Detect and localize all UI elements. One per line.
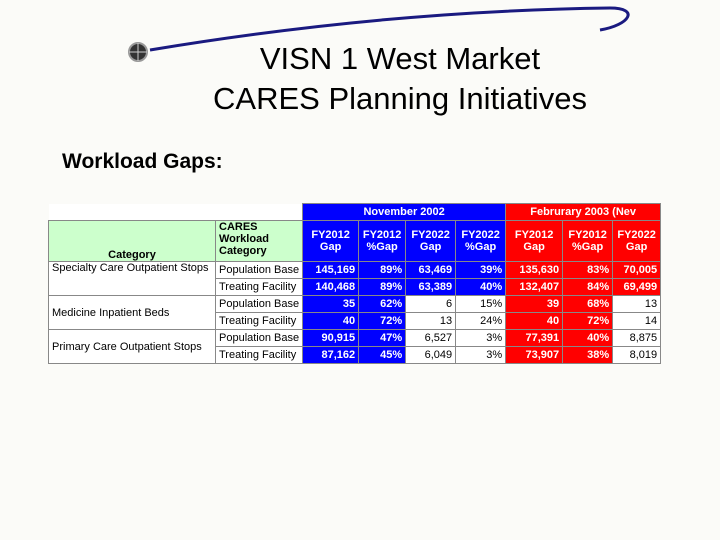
value-cell: 77,391 — [505, 329, 564, 347]
category-cell: Primary Care Outpatient Stops — [48, 329, 216, 364]
value-cell: 24% — [455, 312, 507, 330]
value-cell: 8,019 — [612, 346, 662, 364]
value-cell: 39% — [455, 261, 507, 279]
value-cell: 35 — [302, 295, 360, 313]
group-header: November 2002 — [302, 203, 507, 221]
value-cell: 62% — [358, 295, 407, 313]
workload-table: November 2002 Februrary 2003 (Nev Category… — [48, 203, 662, 364]
value-cell: 6 — [405, 295, 457, 313]
data-row: Medicine Inpatient Beds Population Base 35… — [48, 295, 662, 330]
value-cell: 68% — [562, 295, 614, 313]
column-header: FY2022 Gap — [405, 220, 457, 262]
header-row: Category CARES Workload Category FY2012 Ga… — [48, 220, 662, 262]
subtitle: Workload Gaps: — [62, 150, 223, 173]
value-cell: 69,499 — [612, 278, 662, 296]
value-cell: 40 — [505, 312, 564, 330]
value-cell: 63,389 — [405, 278, 457, 296]
workload-cell: Population Base — [214, 295, 304, 313]
value-cell: 73,907 — [505, 346, 564, 364]
value-cell: 145,169 — [302, 261, 360, 279]
column-header: Category — [48, 220, 216, 262]
data-row: Treating Facility 140,468 89% 63,389 40% 132,… — [49, 278, 662, 296]
value-cell: 40% — [562, 329, 614, 347]
value-cell: 72% — [358, 312, 407, 330]
data-row: Specialty Care Outpatient Stops Populatio… — [48, 261, 662, 296]
column-header: FY2012 Gap — [302, 220, 360, 262]
value-cell: 140,468 — [302, 278, 360, 296]
value-cell: 70,005 — [612, 261, 662, 279]
column-header: FY2022 %Gap — [455, 220, 507, 262]
workload-cell: Population Base — [214, 261, 304, 279]
value-cell: 84% — [562, 278, 614, 296]
value-cell: 72% — [562, 312, 614, 330]
category-cell: Medicine Inpatient Beds — [48, 295, 216, 330]
category-cell: Specialty Care Outpatient Stops — [48, 261, 216, 296]
data-row: Treating Facility 87,162 45% 6,049 3% 73,907 3… — [49, 346, 662, 364]
value-cell: 38% — [562, 346, 614, 364]
value-cell: 135,630 — [505, 261, 564, 279]
value-cell: 15% — [455, 295, 507, 313]
value-cell: 6,527 — [405, 329, 457, 347]
value-cell: 132,407 — [505, 278, 564, 296]
column-header: FY2022 Gap — [612, 220, 662, 262]
workload-cell: Treating Facility — [214, 278, 304, 296]
data-row: Treating Facility 40 72% 13 24% 40 72% 14 — [49, 312, 662, 330]
value-cell: 40 — [302, 312, 360, 330]
workload-cell: Treating Facility — [214, 346, 304, 364]
value-cell: 13 — [612, 295, 662, 313]
value-cell: 47% — [358, 329, 407, 347]
value-cell: 89% — [358, 261, 407, 279]
workload-cell: Treating Facility — [214, 312, 304, 330]
value-cell: 40% — [455, 278, 507, 296]
column-header: CARES Workload Category — [214, 220, 304, 262]
value-cell: 8,875 — [612, 329, 662, 347]
column-header: FY2012 Gap — [505, 220, 564, 262]
value-cell: 14 — [612, 312, 662, 330]
column-header: FY2012 %Gap — [358, 220, 407, 262]
value-cell: 3% — [455, 329, 507, 347]
value-cell: 6,049 — [405, 346, 457, 364]
value-cell: 87,162 — [302, 346, 360, 364]
group-header: Februrary 2003 (Nev — [505, 203, 662, 221]
value-cell: 90,915 — [302, 329, 360, 347]
value-cell: 13 — [405, 312, 457, 330]
value-cell: 63,469 — [405, 261, 457, 279]
workload-cell: Population Base — [214, 329, 304, 347]
data-row: Primary Care Outpatient Stops Population … — [48, 329, 662, 364]
value-cell: 83% — [562, 261, 614, 279]
column-header: FY2012 %Gap — [562, 220, 614, 262]
value-cell: 45% — [358, 346, 407, 364]
value-cell: 3% — [455, 346, 507, 364]
value-cell: 39 — [505, 295, 564, 313]
value-cell: 89% — [358, 278, 407, 296]
title-line: CARES Planning Initiatives — [213, 81, 587, 116]
blank — [48, 203, 303, 221]
header-row: November 2002 Februrary 2003 (Nev — [48, 203, 662, 221]
title-line: VISN 1 West Market — [259, 41, 541, 76]
